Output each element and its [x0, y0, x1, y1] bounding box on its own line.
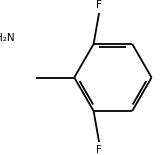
Text: F: F: [96, 0, 102, 10]
Text: F: F: [96, 145, 102, 155]
Text: H₂N: H₂N: [0, 33, 15, 43]
